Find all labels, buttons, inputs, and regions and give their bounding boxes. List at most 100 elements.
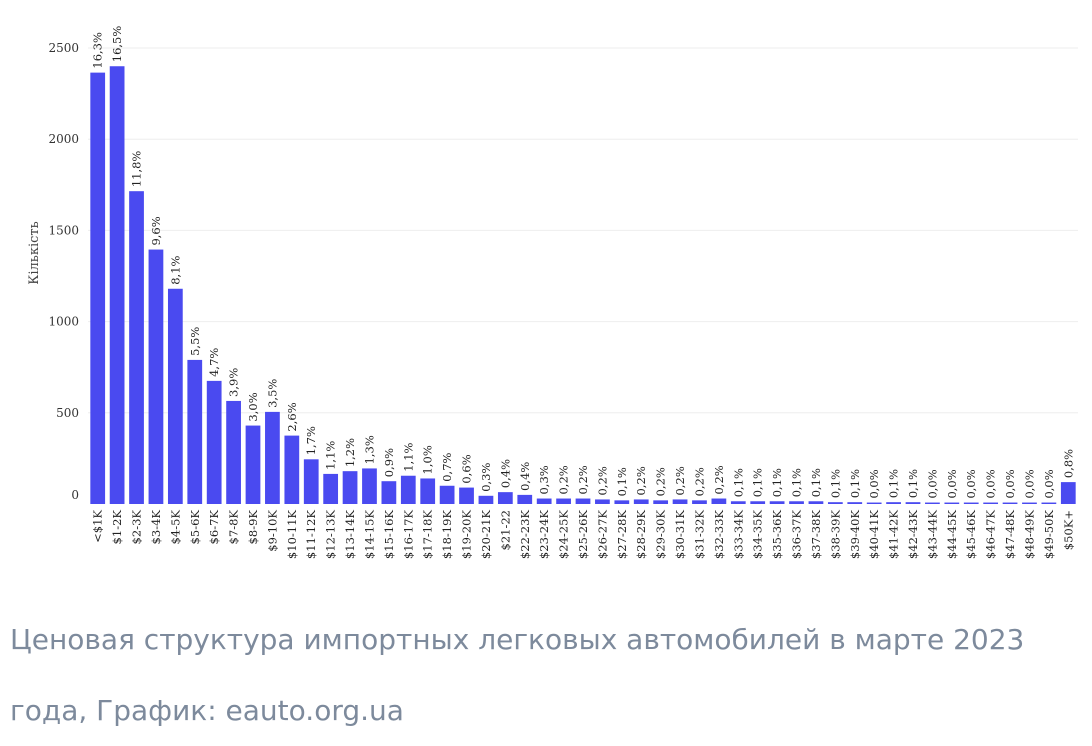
x-tick-label: $5-6K	[188, 510, 202, 545]
bar-value-label: 0,2%	[576, 465, 590, 494]
bar	[381, 481, 397, 504]
bar	[595, 499, 610, 504]
chart-canvas: 16,3% 16,5% 11,8% 9,6% 8,1% 5,5% 4,7% 3,9% 3,0% 3…	[27, 26, 1078, 559]
bar	[90, 72, 106, 505]
x-tick-label: <$1K	[91, 510, 105, 543]
bar	[284, 435, 300, 504]
bar	[129, 191, 144, 504]
bar-value-label: 0,2%	[654, 467, 668, 496]
bar	[672, 499, 688, 504]
bar-value-label: 16,3%	[91, 32, 105, 69]
bar-value-label: 1,2%	[343, 438, 357, 467]
bar-value-label: 8,1%	[168, 255, 182, 284]
bar	[1060, 482, 1076, 504]
x-tick-label: $44-45K	[945, 510, 959, 559]
bar	[711, 498, 727, 504]
x-tick-label: $12-13K	[324, 510, 338, 559]
x-tick-label: $42-43K	[906, 510, 920, 559]
x-tick-label: $9-10K	[265, 510, 279, 552]
bar-value-label: 0,1%	[848, 469, 862, 498]
x-tick-label: $21-22	[498, 510, 512, 550]
x-tick-label: $30-31K	[673, 510, 687, 559]
bar	[478, 495, 494, 504]
x-tick-label: $31-32K	[692, 510, 706, 559]
y-tick-label: 1000	[48, 315, 79, 329]
bar	[245, 425, 261, 504]
bar	[497, 492, 513, 504]
x-tick-label: $10-11K	[285, 510, 299, 559]
bar-value-label: 0,4%	[518, 462, 532, 491]
bar-value-label: 0,1%	[906, 469, 920, 498]
bar	[653, 500, 669, 504]
bar	[420, 478, 436, 504]
bar	[556, 498, 571, 504]
bar-value-label: 0,1%	[887, 469, 901, 498]
x-tick-label: $37-38K	[809, 510, 823, 559]
bar	[866, 502, 882, 504]
bar-value-label: 1,0%	[421, 445, 435, 474]
bar	[789, 501, 804, 504]
bar	[1022, 502, 1037, 504]
bar-value-label: 1,1%	[401, 442, 415, 471]
x-tick-label: $20-21K	[479, 510, 493, 559]
bar	[692, 500, 707, 504]
x-tick-label: $47-48K	[1003, 510, 1017, 559]
bar	[342, 471, 358, 504]
x-tick-label: $19-20K	[460, 510, 474, 559]
x-tick-label: $7-8K	[227, 510, 241, 545]
bar-value-label: 0,1%	[615, 467, 629, 496]
bar-value-label: 0,8%	[1061, 449, 1075, 478]
bar-value-label: 0,1%	[809, 468, 823, 497]
bar-value-label: 0,9%	[382, 448, 396, 477]
bar	[633, 499, 649, 504]
x-tick-label: $2-3K	[130, 510, 144, 545]
x-tick-label: $50K+	[1061, 510, 1075, 550]
x-tick-label: $29-30K	[654, 510, 668, 559]
x-tick-label: $25-26K	[576, 510, 590, 559]
bar-value-label: 0,1%	[731, 468, 745, 497]
bar	[226, 400, 241, 504]
x-tick-label: $35-36K	[770, 510, 784, 559]
bar-value-label: 0,1%	[828, 469, 842, 498]
bar	[983, 502, 999, 504]
x-tick-label: $39-40K	[848, 510, 862, 559]
bar-value-label: 1,7%	[304, 426, 318, 455]
x-tick-label: $14-15K	[362, 510, 376, 559]
bar	[536, 498, 552, 504]
bar	[265, 411, 280, 504]
bar-value-label: 0,3%	[537, 465, 551, 494]
bar-value-label: 0,0%	[867, 469, 881, 498]
bar-value-label: 0,0%	[925, 469, 939, 498]
bar-value-label: 16,5%	[110, 26, 124, 63]
bar-value-label: 0,0%	[1003, 469, 1017, 498]
bar-value-label: 0,0%	[984, 469, 998, 498]
x-tick-label: $16-17K	[401, 510, 415, 559]
bar	[303, 459, 319, 504]
x-tick-label: $46-47K	[984, 510, 998, 559]
x-tick-label: $40-41K	[867, 510, 881, 559]
bar-value-label: 0,6%	[460, 454, 474, 483]
x-tick-label: $18-19K	[440, 510, 454, 559]
x-tick-label: $33-34K	[731, 510, 745, 559]
x-tick-label: $4-5K	[168, 510, 182, 545]
bar-value-label: 1,1%	[324, 441, 338, 470]
x-tick-label: $1-2K	[110, 510, 124, 545]
bar-value-label: 0,2%	[712, 465, 726, 494]
bar-value-label: 0,3%	[479, 463, 493, 492]
bar	[905, 502, 921, 504]
y-tick-label: 0	[71, 488, 79, 502]
bar	[148, 249, 164, 504]
chart-caption: Ценовая структура импортных легковых авт…	[10, 623, 1025, 727]
bar-value-label: 0,2%	[673, 466, 687, 495]
x-tick-label: $32-33K	[712, 510, 726, 559]
bar-value-label: 0,0%	[1022, 469, 1036, 498]
x-tick-label: $17-18K	[421, 510, 435, 559]
bar-value-label: 0,1%	[751, 468, 765, 497]
bar-value-label: 0,4%	[498, 459, 512, 488]
bar-value-label: 11,8%	[130, 151, 144, 188]
bar-value-label: 3,0%	[246, 392, 260, 421]
bar-value-label: 3,5%	[265, 379, 279, 408]
bar	[730, 501, 746, 504]
bar-value-label: 0,1%	[790, 468, 804, 497]
bar	[206, 380, 222, 504]
